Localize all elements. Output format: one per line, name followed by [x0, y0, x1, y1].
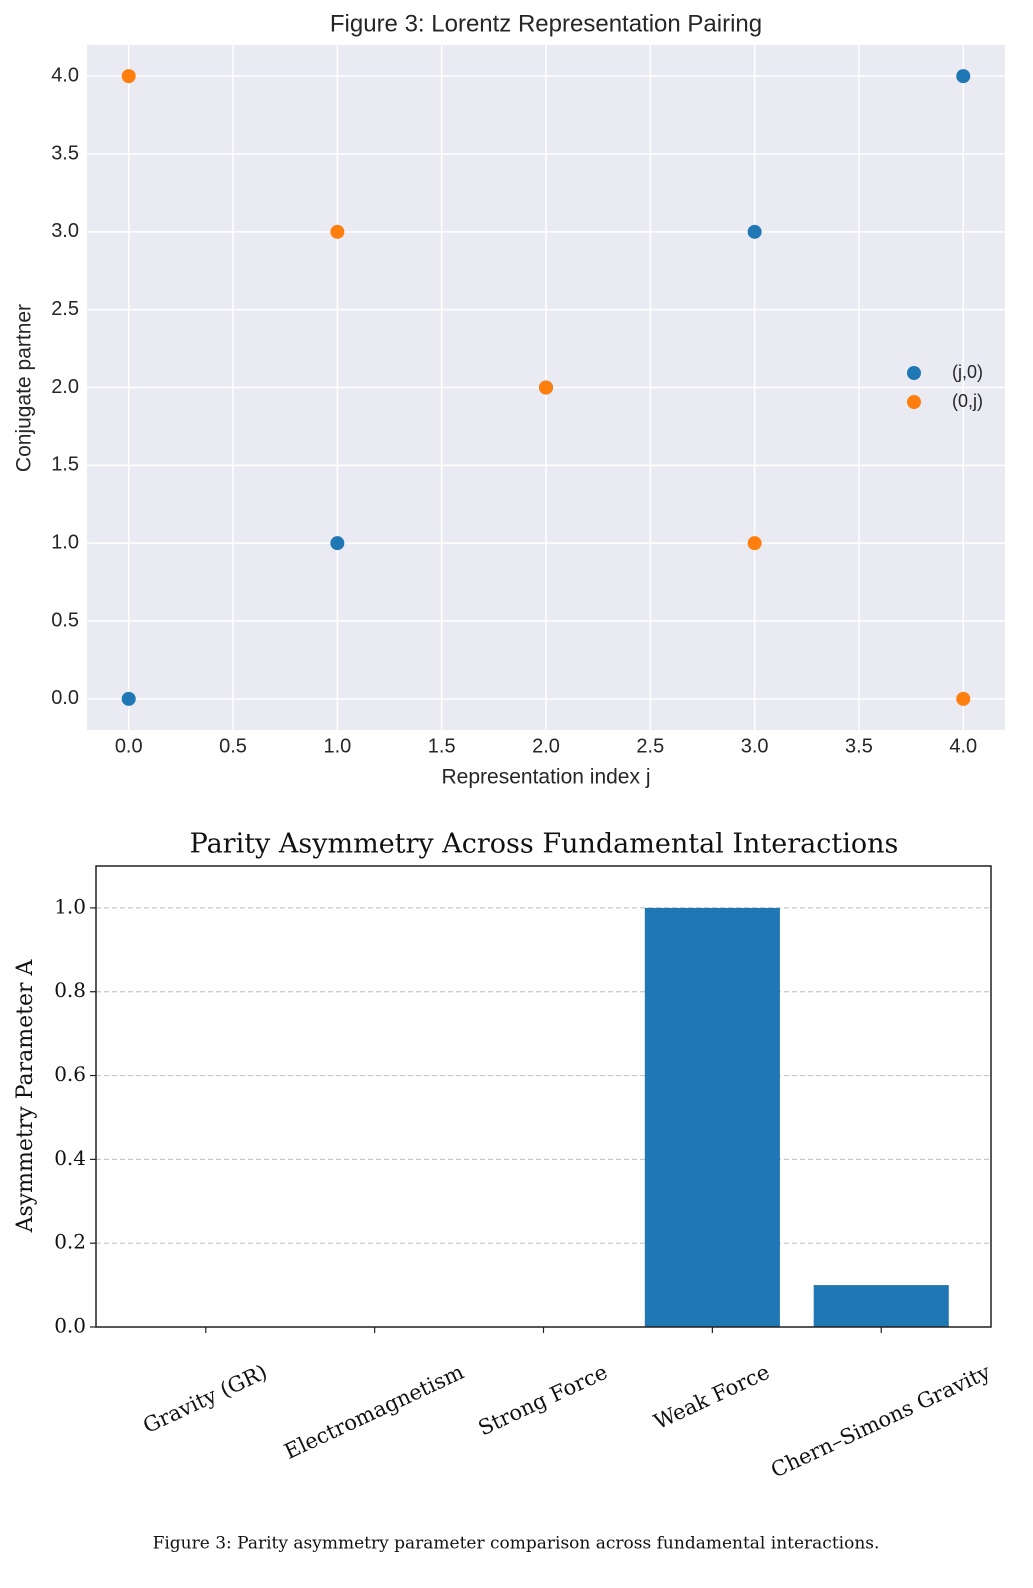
y-tick-label: 0.8 — [54, 978, 86, 1002]
chart-title: Figure 3: Lorentz Representation Pairing — [330, 10, 762, 37]
x-axis-label: Representation index j — [442, 766, 651, 789]
y-tick-label: 0.6 — [54, 1062, 86, 1086]
legend-label: (j,0) — [952, 362, 983, 382]
scatter-point — [539, 380, 553, 395]
legend-marker — [907, 366, 921, 380]
y-tick-label: 0.0 — [54, 1314, 86, 1338]
x-tick-label: Weak Force — [650, 1360, 773, 1434]
y-tick-label: 0.4 — [54, 1146, 86, 1170]
y-tick-label: 4.0 — [51, 64, 79, 86]
x-tick-label: 0.5 — [219, 735, 247, 757]
y-tick-label: 0.2 — [54, 1230, 86, 1254]
scatter-point — [330, 224, 345, 239]
x-tick-label: 1.0 — [323, 735, 351, 757]
y-axis-label: Conjugate partner — [13, 304, 36, 472]
bar — [813, 1285, 949, 1327]
x-tick-label: 2.0 — [532, 735, 560, 757]
y-tick-label: 3.5 — [51, 142, 79, 164]
y-axis-label: Asymmetry Parameter A — [13, 958, 38, 1233]
scatter-point — [956, 69, 971, 84]
y-tick-label: 1.0 — [51, 531, 79, 553]
scatter-point — [121, 69, 136, 84]
x-tick-label: Strong Force — [475, 1360, 612, 1441]
scatter-point — [330, 536, 345, 551]
plot-frame — [95, 865, 992, 1328]
x-tick-label: 2.5 — [636, 735, 664, 757]
x-tick-label: 4.0 — [949, 735, 977, 757]
y-tick-label: 3.0 — [51, 220, 79, 242]
plot: 0.0 0.2 0.4 0.6 0.8 1.0 Gravity (GR) Electromag… — [54, 865, 994, 1483]
plot: 0.0 0.5 1.0 1.5 2.0 2.5 3.0 3.5 4.0 0.0 0.5 1.0 1.5 2… — [51, 45, 1005, 757]
x-tick-label: Gravity (GR) — [139, 1360, 270, 1438]
x-tick-label: 3.5 — [845, 735, 873, 757]
scatter-point — [956, 691, 971, 706]
chart-title: Parity Asymmetry Across Fundamental Inte… — [190, 829, 899, 860]
scatter-chart: 0.0 0.5 1.0 1.5 2.0 2.5 3.0 3.5 4.0 0.0 0.5 1.0 1.5 2… — [13, 10, 1005, 789]
y-tick-label: 2.5 — [51, 298, 79, 320]
caption: Figure 3: Parity asymmetry parameter com… — [153, 1534, 880, 1554]
x-tick-label: 1.5 — [428, 735, 456, 757]
legend-marker — [907, 395, 921, 409]
legend-label: (0,j) — [952, 391, 983, 411]
x-tick-label: Electromagnetism — [281, 1360, 468, 1464]
caption-group: Figure 3: Parity asymmetry parameter com… — [153, 1534, 880, 1554]
x-tick-label: 3.0 — [741, 735, 769, 757]
scatter-point — [121, 691, 136, 706]
y-tick-label: 0.5 — [51, 609, 79, 631]
y-tick-label: 0.0 — [51, 687, 79, 709]
scatter-point — [747, 536, 762, 551]
y-tick-label: 1.5 — [51, 454, 79, 476]
x-tick-label: Chern–Simons Gravity — [767, 1360, 994, 1483]
bar-chart: 0.0 0.2 0.4 0.6 0.8 1.0 Gravity (GR) Electromag… — [13, 829, 994, 1483]
y-tick-label: 1.0 — [54, 894, 86, 918]
scatter-point — [747, 224, 762, 239]
x-tick-label: 0.0 — [115, 735, 143, 757]
y-tick-label: 2.0 — [51, 376, 79, 398]
bar — [644, 907, 780, 1327]
